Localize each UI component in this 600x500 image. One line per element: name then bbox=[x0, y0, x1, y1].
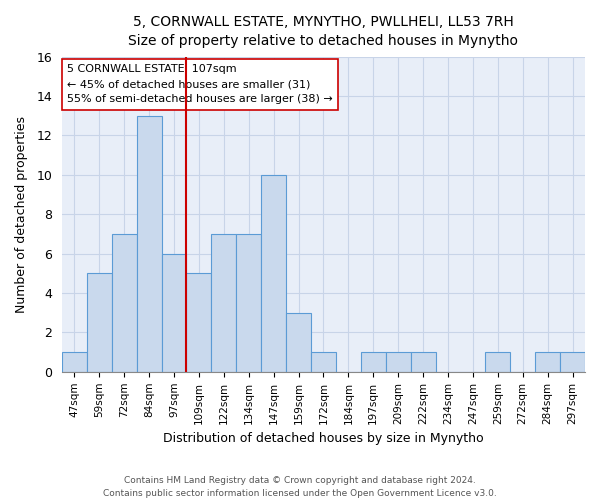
Bar bbox=[286, 312, 311, 372]
Bar bbox=[236, 234, 261, 372]
Bar bbox=[535, 352, 560, 372]
Bar bbox=[62, 352, 87, 372]
Bar bbox=[161, 254, 187, 372]
Bar bbox=[410, 352, 436, 372]
Title: 5, CORNWALL ESTATE, MYNYTHO, PWLLHELI, LL53 7RH
Size of property relative to det: 5, CORNWALL ESTATE, MYNYTHO, PWLLHELI, L… bbox=[128, 15, 518, 48]
Bar bbox=[112, 234, 137, 372]
Bar bbox=[211, 234, 236, 372]
Bar bbox=[485, 352, 510, 372]
Bar bbox=[311, 352, 336, 372]
Bar bbox=[261, 175, 286, 372]
Bar bbox=[87, 274, 112, 372]
Bar bbox=[560, 352, 585, 372]
Bar bbox=[187, 274, 211, 372]
Text: Contains HM Land Registry data © Crown copyright and database right 2024.
Contai: Contains HM Land Registry data © Crown c… bbox=[103, 476, 497, 498]
Bar bbox=[386, 352, 410, 372]
Text: 5 CORNWALL ESTATE: 107sqm
← 45% of detached houses are smaller (31)
55% of semi-: 5 CORNWALL ESTATE: 107sqm ← 45% of detac… bbox=[67, 64, 333, 104]
Y-axis label: Number of detached properties: Number of detached properties bbox=[15, 116, 28, 312]
Bar bbox=[361, 352, 386, 372]
Bar bbox=[137, 116, 161, 372]
X-axis label: Distribution of detached houses by size in Mynytho: Distribution of detached houses by size … bbox=[163, 432, 484, 445]
